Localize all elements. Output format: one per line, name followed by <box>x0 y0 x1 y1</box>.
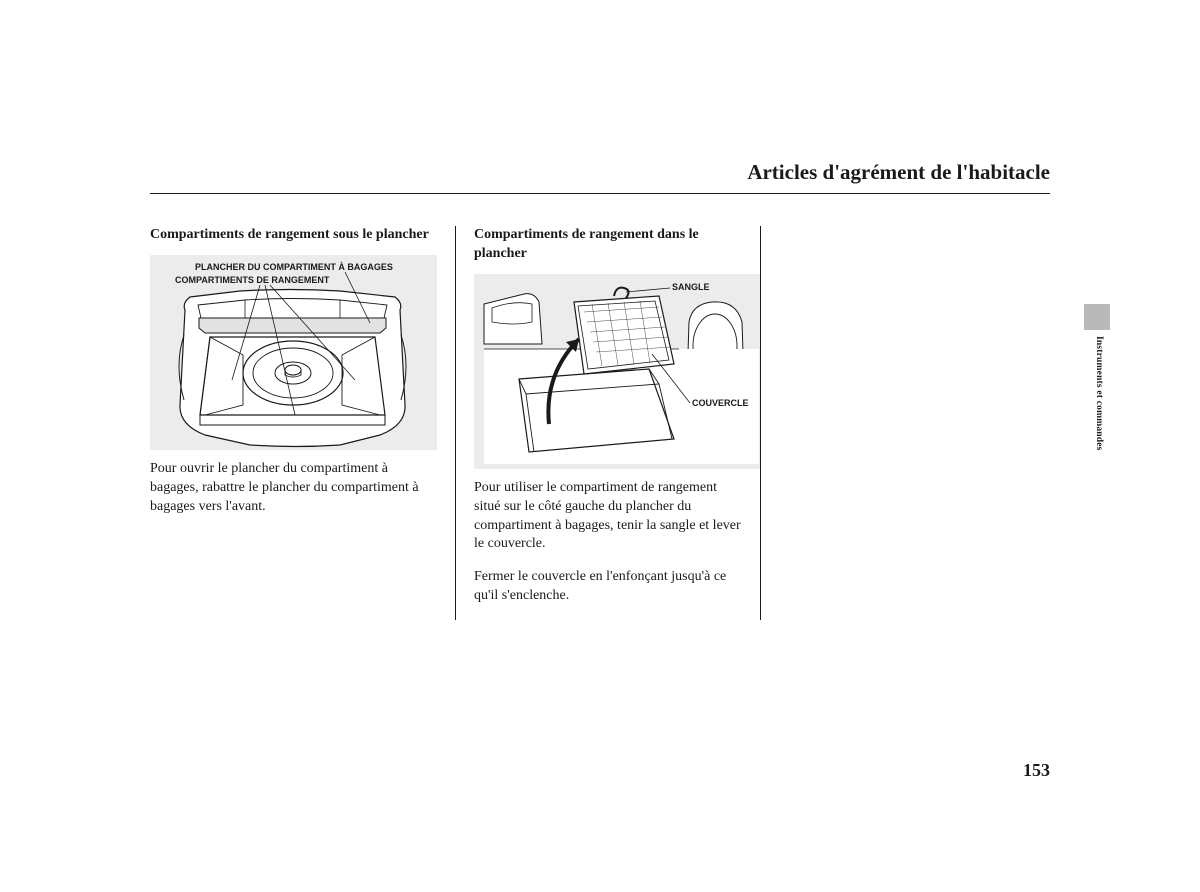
column-1: Compartiments de rangement sous le planc… <box>150 226 455 620</box>
col2-para1: Pour utiliser le compartiment de rangeme… <box>474 479 742 555</box>
column-2: Compartiments de rangement dans le planc… <box>455 226 760 620</box>
col1-heading: Compartiments de rangement sous le planc… <box>150 226 437 245</box>
col1-para1: Pour ouvrir le plancher du compartiment … <box>150 460 437 517</box>
trunk-underfloor-diagram: PLANCHER DU COMPARTIMENT À BAGAGES COMPA… <box>150 255 437 450</box>
section-tab <box>1084 304 1110 330</box>
fig2-label-strap: SANGLE <box>672 282 710 292</box>
columns-container: Compartiments de rangement sous le planc… <box>150 226 1050 620</box>
section-label: Instruments et commandes <box>1094 336 1104 451</box>
page-title: Articles d'agrément de l'habitacle <box>150 160 1050 194</box>
page-number: 153 <box>1023 760 1050 781</box>
col1-figure: PLANCHER DU COMPARTIMENT À BAGAGES COMPA… <box>150 255 437 450</box>
col2-heading: Compartiments de rangement dans le planc… <box>474 226 742 264</box>
col2-para2: Fermer le couvercle en l'enfonçant jusqu… <box>474 568 742 606</box>
fig2-label-lid: COUVERCLE <box>692 398 749 408</box>
fig1-label-second: COMPARTIMENTS DE RANGEMENT <box>175 275 330 285</box>
col2-figure: SANGLE COUVERCLE <box>474 274 742 469</box>
column-3 <box>760 226 1050 620</box>
page-content: Articles d'agrément de l'habitacle Compa… <box>150 160 1050 620</box>
floor-compartment-diagram: SANGLE COUVERCLE <box>474 274 761 469</box>
fig1-label-top: PLANCHER DU COMPARTIMENT À BAGAGES <box>195 262 393 272</box>
